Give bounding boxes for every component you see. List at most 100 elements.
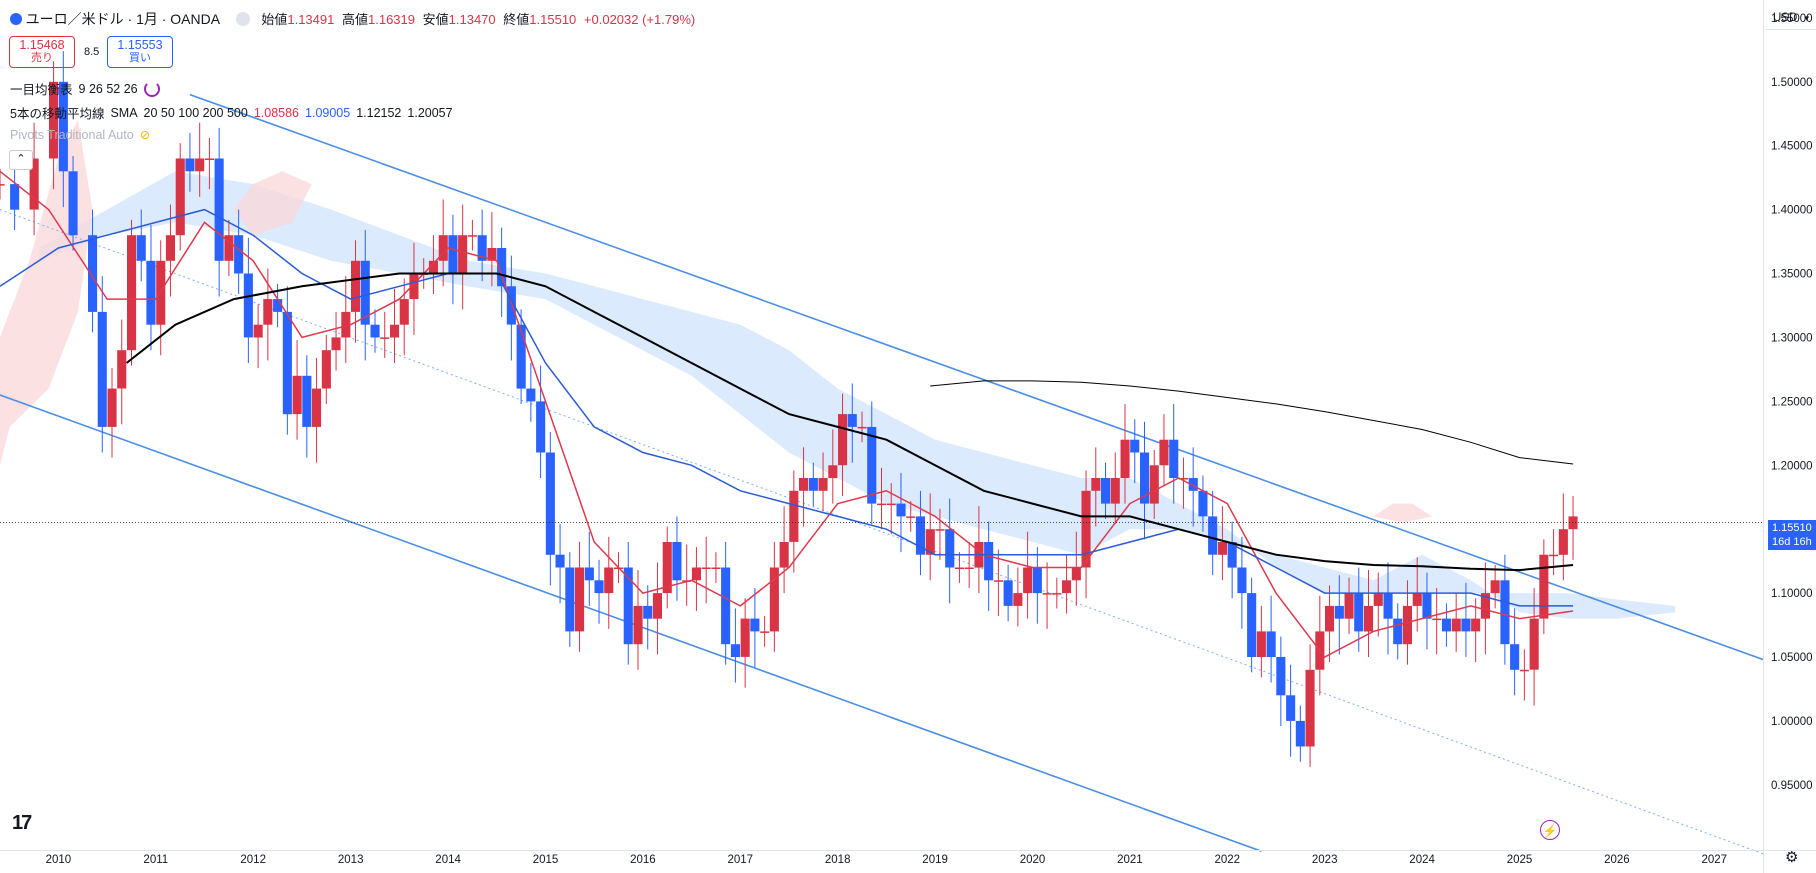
indicator-ichimoku[interactable]: 一目均衡表 9 26 52 26 [10,79,160,98]
sell-button[interactable]: 1.15468 売り [9,36,75,68]
candle-body [1393,618,1403,645]
candle-body [1198,490,1208,517]
ichimoku-cloud-bear-2 [1373,503,1432,523]
candle-body [906,516,916,518]
y-tick-label: 1.55000 [1771,13,1813,25]
candle-body [964,567,974,569]
candle-body [1461,618,1471,632]
circle-dot-icon[interactable] [235,12,250,26]
candle-body [867,426,877,504]
chart-header: ユーロ／米ドル · 1月 · OANDA 始値1.13491 高値1.16319… [10,9,695,29]
candle-body [730,644,740,657]
candle-body [789,490,799,542]
loading-icon [143,80,160,97]
x-tick-label: 2024 [1409,854,1435,866]
currency-selector[interactable]: USD ▾ [1765,6,1816,30]
candle-body [984,542,994,581]
candle-body [273,299,283,312]
spread-value: 8.5 [84,46,100,58]
candle-body [1276,657,1286,696]
low-label: 安値 [422,12,449,27]
candle-body [438,235,448,261]
candle-body [1237,567,1247,594]
candle-body [915,516,925,555]
candle-body [97,311,107,427]
indicator-pivots[interactable]: Pivots Traditional Auto ⊘ [10,127,151,143]
x-tick-label: 2021 [1117,854,1143,866]
last-price-tag: 1.15510 16d 16h [1768,520,1816,550]
candle-body [993,580,1003,582]
y-tick-label: 1.00000 [1771,716,1813,728]
sma-20-line [0,170,1574,658]
candle-body [1529,618,1539,670]
candle-body [1081,490,1091,568]
candle-body [672,542,682,581]
candle-body [380,337,390,339]
candle-body [506,286,516,325]
candle-body [117,350,127,389]
candle-body [1383,593,1393,619]
indicator-ma[interactable]: 5本の移動平均線 SMA 20 50 100 200 500 1.08586 1… [10,103,453,122]
candle-body [799,478,809,491]
ma-periods: 20 50 100 200 500 [143,105,248,120]
ichimoku-cloud-bear-1 [233,171,312,236]
candle-body [877,503,887,506]
candle-body [88,235,98,312]
ma-value-3: 1.12152 [356,105,402,120]
candle-body [127,235,137,351]
candle-body [1188,478,1198,491]
hidden-eye-icon[interactable]: ⊘ [139,128,151,142]
x-tick-label: 2025 [1507,854,1533,866]
candle-body [516,324,526,389]
sell-price: 1.15468 [19,38,65,52]
collapse-legend-button[interactable]: ⌃ [9,150,33,170]
ichimoku-cloud-bull [39,171,1676,619]
candle-body [691,567,701,581]
candle-body [341,311,351,338]
y-tick-label: 1.50000 [1771,77,1813,89]
candle-body [282,311,292,415]
candle-body [263,299,273,325]
ichimoku-params: 9 26 52 26 [78,81,138,96]
candle-body [1441,618,1451,632]
y-tick-label: 1.45000 [1771,141,1813,153]
candle-body [136,235,146,261]
candle-body [954,567,964,569]
candle-body [1325,605,1335,632]
candle-body [1266,631,1276,657]
candle-body [838,414,848,466]
x-tick-label: 2020 [1020,854,1046,866]
x-tick-label: 2013 [338,854,364,866]
candle-body [1558,529,1568,555]
symbol-icon[interactable] [10,13,22,25]
candle-body [643,605,653,619]
candle-body [1227,542,1237,568]
x-tick-label: 2022 [1215,854,1241,866]
sma-50-line [0,208,1574,607]
y-tick-label: 0.95000 [1771,780,1813,792]
candle-body [1130,439,1140,453]
tradingview-logo-icon[interactable]: 17 [12,812,32,834]
change-value: +0.02032 (+1.79%) [583,12,696,27]
candle-body [224,235,234,261]
candle-body [409,273,419,300]
close-label: 終値 [503,12,530,27]
lightning-icon[interactable]: ⚡ [1540,820,1560,840]
candle-body [1402,605,1412,645]
candle-body [633,605,643,645]
candle-body [165,235,175,261]
low-value: 1.13470 [448,12,496,27]
ma-value-1: 1.08586 [253,105,300,120]
candle-body [195,158,205,172]
gear-icon[interactable]: ⚙ [1785,849,1799,866]
candle-body [107,388,117,427]
symbol-title[interactable]: ユーロ／米ドル · 1月 · OANDA [25,11,221,27]
candle-body [331,337,341,351]
candle-body [662,542,672,594]
ma-value-4: 1.20057 [407,105,453,120]
buy-button[interactable]: 1.15553 買い [107,36,173,68]
high-label: 高値 [341,12,368,27]
candle-body [1305,669,1315,747]
y-tick-label: 1.20000 [1771,460,1813,472]
